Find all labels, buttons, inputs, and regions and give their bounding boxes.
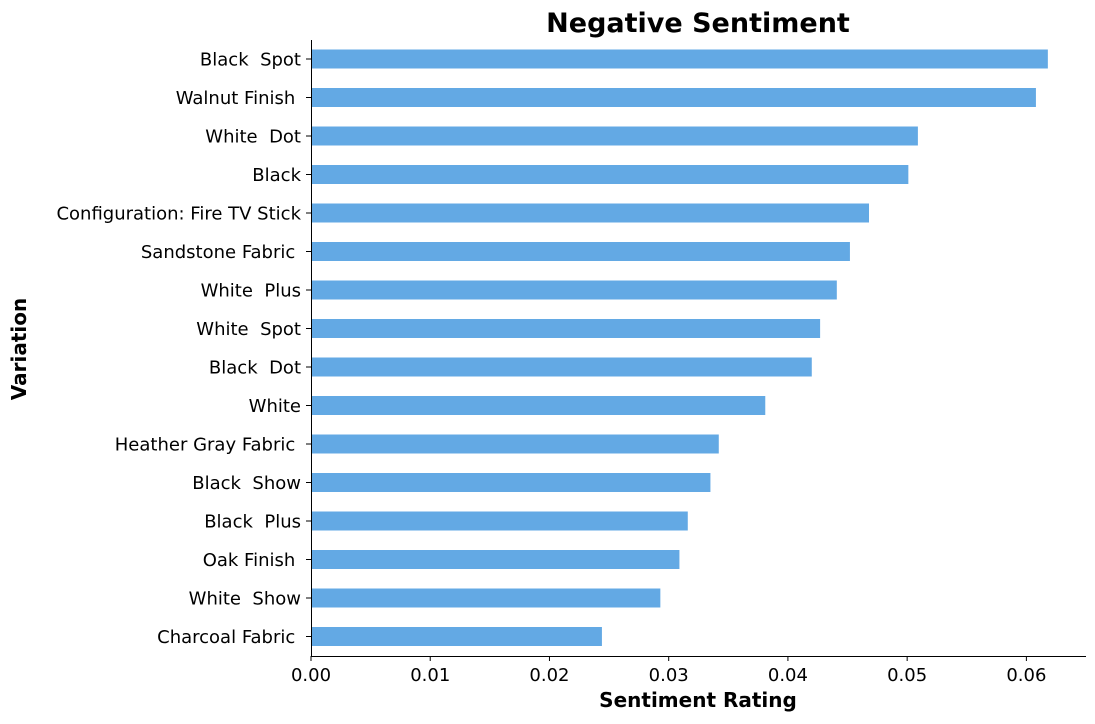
x-tick-label: 0.05 bbox=[887, 665, 927, 686]
bar bbox=[311, 550, 680, 569]
y-tick-label: Configuration: Fire TV Stick bbox=[56, 204, 301, 225]
bar bbox=[311, 49, 1048, 69]
x-axis-ticks: 0.00 0.01 0.02 0.03 0.04 0.05 0.06 bbox=[291, 656, 1046, 686]
bar bbox=[311, 588, 661, 608]
bar bbox=[311, 242, 850, 261]
bar bbox=[311, 165, 909, 184]
bar bbox=[311, 473, 711, 492]
bars bbox=[311, 49, 1048, 646]
y-tick-label: Heather Gray Fabric bbox=[115, 435, 301, 456]
y-tick-label: White bbox=[249, 396, 301, 417]
bar bbox=[311, 319, 821, 338]
x-tick-label: 0.01 bbox=[410, 665, 450, 686]
bar bbox=[311, 126, 918, 146]
x-tick-label: 0.04 bbox=[768, 665, 808, 686]
bar bbox=[311, 203, 869, 223]
x-tick-label: 0.00 bbox=[291, 665, 331, 686]
y-tick-label: White Show bbox=[189, 589, 301, 610]
bar bbox=[311, 357, 812, 377]
x-tick-label: 0.02 bbox=[529, 665, 569, 686]
y-tick-label: Black bbox=[252, 165, 301, 186]
y-tick-label: Walnut Finish bbox=[176, 88, 301, 109]
bar bbox=[311, 511, 688, 531]
chart-title: Negative Sentiment bbox=[546, 8, 850, 39]
y-tick-label: Sandstone Fabric bbox=[141, 242, 301, 263]
y-tick-label: White Spot bbox=[196, 319, 301, 340]
x-axis-title: Sentiment Rating bbox=[599, 688, 797, 712]
bar bbox=[311, 434, 719, 454]
y-axis-title: Variation bbox=[7, 298, 31, 401]
y-tick-label: Black Plus bbox=[204, 512, 301, 533]
y-tick-label: Charcoal Fabric bbox=[157, 627, 301, 648]
bar bbox=[311, 396, 766, 415]
y-tick-label: Black Spot bbox=[200, 50, 301, 71]
x-tick-label: 0.06 bbox=[1006, 665, 1046, 686]
y-tick-label: Black Dot bbox=[209, 358, 301, 379]
y-tick-label: Black Show bbox=[192, 473, 301, 494]
y-axis-ticks: Black Spot Walnut Finish White Dot Black Co… bbox=[56, 50, 311, 648]
y-tick-label: White Plus bbox=[201, 281, 301, 302]
bar bbox=[311, 280, 837, 300]
bar bbox=[311, 627, 602, 646]
bar bbox=[311, 88, 1036, 107]
y-tick-label: Oak Finish bbox=[203, 550, 301, 571]
x-tick-label: 0.03 bbox=[649, 665, 689, 686]
y-tick-label: White Dot bbox=[205, 127, 301, 148]
